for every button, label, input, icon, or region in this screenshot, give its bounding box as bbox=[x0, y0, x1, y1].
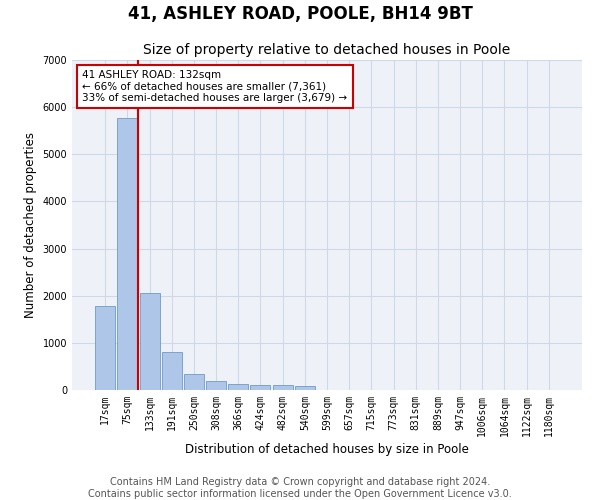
Bar bbox=[295, 386, 315, 390]
Title: Size of property relative to detached houses in Poole: Size of property relative to detached ho… bbox=[143, 44, 511, 58]
Bar bbox=[272, 386, 293, 390]
Bar bbox=[162, 352, 182, 390]
Text: Contains HM Land Registry data © Crown copyright and database right 2024.
Contai: Contains HM Land Registry data © Crown c… bbox=[88, 478, 512, 499]
Bar bbox=[250, 385, 271, 390]
Bar bbox=[118, 118, 137, 390]
Bar bbox=[140, 293, 160, 390]
Bar bbox=[95, 306, 115, 390]
Bar bbox=[228, 384, 248, 390]
Text: 41, ASHLEY ROAD, POOLE, BH14 9BT: 41, ASHLEY ROAD, POOLE, BH14 9BT bbox=[128, 5, 472, 23]
Bar bbox=[206, 380, 226, 390]
X-axis label: Distribution of detached houses by size in Poole: Distribution of detached houses by size … bbox=[185, 443, 469, 456]
Y-axis label: Number of detached properties: Number of detached properties bbox=[24, 132, 37, 318]
Text: 41 ASHLEY ROAD: 132sqm
← 66% of detached houses are smaller (7,361)
33% of semi-: 41 ASHLEY ROAD: 132sqm ← 66% of detached… bbox=[82, 70, 347, 103]
Bar bbox=[184, 374, 204, 390]
